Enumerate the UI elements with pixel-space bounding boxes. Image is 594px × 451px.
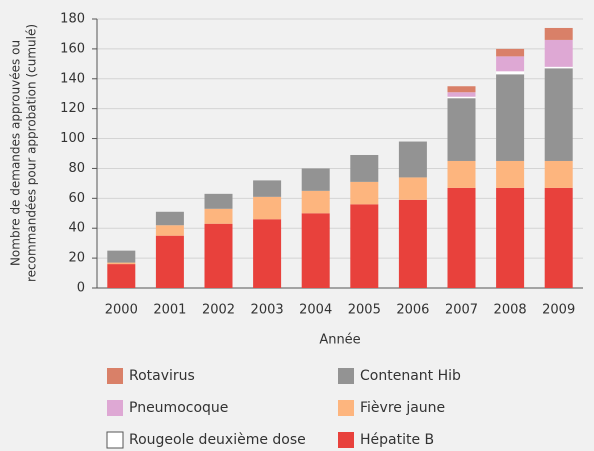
legend-swatch (106, 431, 124, 449)
x-tick-label: 2007 (445, 303, 478, 318)
bar-segment (107, 264, 136, 288)
bar-segment (253, 219, 282, 288)
y-axis-label: recommandées pour approbation (cumulé) (25, 24, 39, 282)
legend-label: Hépatite B (360, 432, 434, 448)
bar-segment (398, 199, 427, 288)
y-tick-label: 20 (68, 251, 85, 266)
bar-segment (544, 66, 573, 69)
x-tick-label: 2004 (299, 303, 332, 318)
bar-segment (496, 48, 525, 57)
bar-segment (544, 160, 573, 188)
bar-segment (544, 68, 573, 161)
y-tick-label: 0 (77, 281, 85, 296)
bar-segment (155, 225, 184, 236)
bar-segment (350, 154, 379, 182)
bar-segment (398, 141, 427, 178)
legend-swatch (107, 368, 123, 384)
bar-segment (447, 92, 476, 97)
bar-segment (204, 208, 233, 224)
x-tick-label: 2008 (494, 303, 527, 318)
x-tick-label: 2009 (542, 303, 575, 318)
bar-segment (544, 187, 573, 288)
bar-segment (496, 74, 525, 161)
bar-segment (107, 262, 136, 265)
x-tick-label: 2006 (396, 303, 429, 318)
y-axis-label: Nombre de demandes approuvées ou (9, 40, 23, 266)
x-tick-label: 2002 (202, 303, 235, 318)
legend-label: Rougeole deuxième dose (129, 432, 306, 448)
bar-segment (447, 160, 476, 188)
x-tick-label: 2001 (153, 303, 186, 318)
bar-segment (204, 223, 233, 288)
y-tick-label: 80 (68, 161, 85, 176)
y-tick-label: 140 (60, 71, 85, 86)
bar-segment (301, 168, 330, 191)
bar-segment (544, 39, 573, 67)
x-tick-label: 2000 (105, 303, 138, 318)
legend-label: Contenant Hib (360, 368, 461, 384)
legend-label: Rotavirus (129, 368, 195, 384)
bar-segment (301, 213, 330, 288)
y-tick-label: 160 (60, 41, 85, 56)
bar-segment (447, 98, 476, 161)
legend-swatch (338, 368, 354, 384)
y-tick-label: 40 (68, 221, 85, 236)
bar-segment (544, 27, 573, 40)
bar-segment (447, 96, 476, 99)
bar-segment (496, 71, 525, 75)
y-tick-label: 60 (68, 191, 85, 206)
bar-segment (447, 187, 476, 288)
legend-swatch (338, 400, 354, 416)
bar-segment (447, 86, 476, 93)
bar-segment (204, 193, 233, 209)
bar-segment (107, 250, 136, 263)
bar-segment (398, 177, 427, 200)
x-axis-label: Année (319, 333, 360, 348)
bar-segment (155, 211, 184, 226)
bar-segment (301, 190, 330, 214)
bar-segment (155, 235, 184, 288)
bar-segment (496, 56, 525, 72)
bar-segment (253, 180, 282, 197)
y-tick-label: 120 (60, 101, 85, 116)
legend-label: Pneumocoque (129, 400, 228, 416)
bar-segment (350, 204, 379, 288)
y-tick-label: 180 (60, 12, 85, 27)
bar-segment (496, 160, 525, 188)
x-tick-label: 2005 (348, 303, 381, 318)
bar-segment (350, 181, 379, 205)
legend-swatch (107, 400, 123, 416)
legend-swatch (338, 432, 354, 448)
y-tick-label: 100 (60, 131, 85, 146)
bar-segment (253, 196, 282, 220)
x-tick-label: 2003 (251, 303, 284, 318)
bar-segment (496, 187, 525, 288)
legend-label: Fièvre jaune (360, 400, 445, 416)
